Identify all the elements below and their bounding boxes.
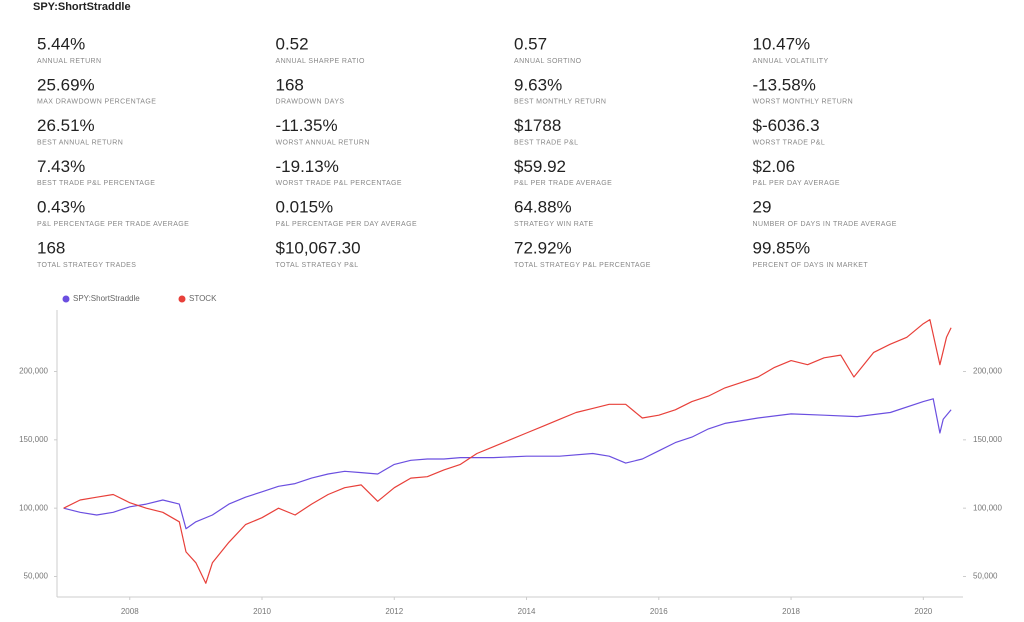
stat-label: BEST MONTHLY RETURN (514, 99, 606, 106)
y2-tick-label: 200,000 (973, 367, 1002, 376)
stat-label: BEST ANNUAL RETURN (37, 139, 123, 146)
stat-label: WORST ANNUAL RETURN (276, 139, 370, 146)
stat-label: BEST TRADE P&L (514, 139, 578, 146)
y-tick-label: 200,000 (19, 367, 48, 376)
stat-value: -11.35% (276, 116, 338, 135)
stat-label: WORST MONTHLY RETURN (753, 99, 854, 106)
stat-label: WORST TRADE P&L PERCENTAGE (276, 180, 402, 187)
stat-value: 72.92% (514, 238, 572, 257)
stat-value: 64.88% (514, 198, 572, 217)
stat-value: 5.44% (37, 34, 85, 53)
stat-label: PERCENT OF DAYS IN MARKET (753, 262, 869, 269)
stat-value: 0.43% (37, 198, 85, 217)
page-title: SPY:ShortStraddle (33, 1, 131, 13)
stat-value: 0.015% (276, 198, 334, 217)
stat-value: $-6036.3 (753, 116, 820, 135)
x-tick-label: 2020 (914, 607, 932, 616)
stat-label: TOTAL STRATEGY P&L PERCENTAGE (514, 262, 651, 269)
stat-label: STRATEGY WIN RATE (514, 221, 594, 228)
stat-label: DRAWDOWN DAYS (276, 99, 345, 106)
stat-value: 0.52 (276, 34, 309, 53)
stat-label: NUMBER OF DAYS IN TRADE AVERAGE (753, 221, 897, 228)
stat-value: 29 (753, 198, 772, 217)
series-line (63, 319, 952, 584)
x-tick-label: 2018 (782, 607, 800, 616)
stat-value: 99.85% (753, 238, 811, 257)
stat-label: WORST TRADE P&L (753, 139, 826, 146)
x-tick-label: 2008 (121, 607, 139, 616)
x-tick-label: 2016 (650, 607, 668, 616)
stat-value: 10.47% (753, 34, 811, 53)
stat-value: $59.92 (514, 157, 566, 176)
stat-label: TOTAL STRATEGY P&L (276, 262, 359, 269)
stat-value: -19.13% (276, 157, 339, 176)
legend-marker (178, 295, 186, 303)
legend-marker (62, 295, 70, 303)
stat-value: 0.57 (514, 34, 547, 53)
stat-label: BEST TRADE P&L PERCENTAGE (37, 180, 155, 187)
stat-value: $10,067.30 (276, 238, 361, 257)
stat-value: $1788 (514, 116, 561, 135)
stat-label: P&L PER DAY AVERAGE (753, 180, 841, 187)
y-tick-label: 150,000 (19, 435, 48, 444)
stat-value: $2.06 (753, 157, 796, 176)
x-tick-label: 2012 (385, 607, 403, 616)
x-tick-label: 2010 (253, 607, 271, 616)
stat-label: MAX DRAWDOWN PERCENTAGE (37, 99, 156, 106)
stat-value: 168 (37, 238, 65, 257)
stat-value: 26.51% (37, 116, 95, 135)
x-tick-label: 2014 (518, 607, 536, 616)
legend-label: SPY:ShortStraddle (73, 294, 140, 303)
y-tick-label: 50,000 (24, 572, 49, 581)
y-tick-label: 100,000 (19, 503, 48, 512)
legend-label: STOCK (189, 294, 217, 303)
y2-tick-label: 100,000 (973, 503, 1002, 512)
y2-tick-label: 50,000 (973, 572, 998, 581)
stat-value: 9.63% (514, 75, 562, 94)
y2-tick-label: 150,000 (973, 435, 1002, 444)
stat-label: P&L PERCENTAGE PER DAY AVERAGE (276, 221, 418, 228)
stat-label: ANNUAL RETURN (37, 58, 101, 65)
stat-label: ANNUAL SORTINO (514, 58, 582, 65)
stat-value: 168 (276, 75, 304, 94)
stat-value: -13.58% (753, 75, 816, 94)
stat-label: TOTAL STRATEGY TRADES (37, 262, 136, 269)
stat-label: P&L PER TRADE AVERAGE (514, 180, 612, 187)
stat-label: ANNUAL SHARPE RATIO (276, 58, 365, 65)
stat-label: ANNUAL VOLATILITY (753, 58, 829, 65)
stat-label: P&L PERCENTAGE PER TRADE AVERAGE (37, 221, 189, 228)
stat-value: 7.43% (37, 157, 85, 176)
stat-value: 25.69% (37, 75, 95, 94)
series-line (63, 398, 952, 530)
